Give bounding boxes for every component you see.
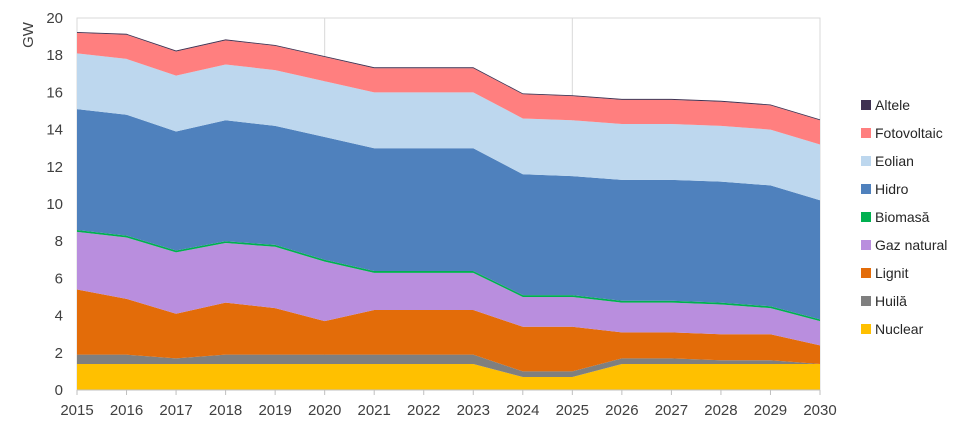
y-tick-label: 20 xyxy=(46,10,63,27)
x-tick-label: 2024 xyxy=(506,402,539,419)
y-tick-label: 8 xyxy=(55,233,63,250)
x-tick-label: 2020 xyxy=(308,402,341,419)
legend-label: Eolian xyxy=(875,153,914,169)
y-tick-label: 16 xyxy=(46,84,63,101)
y-tick-label: 10 xyxy=(46,196,63,213)
legend-label: Fotovoltaic xyxy=(875,125,943,141)
x-tick-label: 2029 xyxy=(754,402,787,419)
legend-item: Biomasă xyxy=(861,209,930,225)
legend-item: Eolian xyxy=(861,153,914,169)
x-tick-label: 2027 xyxy=(655,402,688,419)
x-tick-label: 2025 xyxy=(556,402,589,419)
legend-swatch xyxy=(861,240,871,250)
legend-item: Hidro xyxy=(861,181,909,197)
legend-item: Fotovoltaic xyxy=(861,125,943,141)
area-lignit xyxy=(77,289,820,372)
legend-item: Nuclear xyxy=(861,321,924,337)
legend-swatch xyxy=(861,156,871,166)
legend-label: Biomasă xyxy=(875,209,930,225)
area-eolian xyxy=(77,53,820,201)
y-tick-label: 0 xyxy=(55,382,63,399)
legend-swatch xyxy=(861,324,871,334)
legend-label: Gaz natural xyxy=(875,237,947,253)
legend-item: Huilă xyxy=(861,293,907,309)
legend-swatch xyxy=(861,212,871,222)
y-tick-label: 14 xyxy=(46,122,63,139)
area-hidro xyxy=(77,109,820,320)
legend-label: Lignit xyxy=(875,265,909,281)
area-gaz-natural xyxy=(77,231,820,346)
legend-label: Hidro xyxy=(875,181,909,197)
legend-item: Gaz natural xyxy=(861,237,947,253)
x-tick-label: 2022 xyxy=(407,402,440,419)
legend-label: Huilă xyxy=(875,293,907,309)
x-tick-label: 2026 xyxy=(605,402,638,419)
legend-swatch xyxy=(861,296,871,306)
y-tick-label: 4 xyxy=(55,308,63,325)
legend-label: Nuclear xyxy=(875,321,924,337)
x-tick-label: 2021 xyxy=(358,402,391,419)
legend-swatch xyxy=(861,100,871,110)
legend-item: Lignit xyxy=(861,265,909,281)
axes: 0 2 4 6 8 10 12 14 16 18 20 2015 2016 2017 2018 2019 202… xyxy=(46,10,836,419)
legend-item: Altele xyxy=(861,97,910,113)
legend-swatch xyxy=(861,128,871,138)
y-tick-label: 12 xyxy=(46,159,63,176)
y-tick-label: 18 xyxy=(46,47,63,64)
legend-label: Altele xyxy=(875,97,910,113)
area-nuclear xyxy=(77,363,820,390)
area-huilă xyxy=(77,354,820,377)
x-tick-label: 2028 xyxy=(704,402,737,419)
y-tick-label: 2 xyxy=(55,345,63,362)
y-tick-label: 6 xyxy=(55,270,63,287)
area-series-group xyxy=(77,31,820,390)
y-axis-title: GW xyxy=(20,21,37,48)
legend: Altele Fotovoltaic Eolian Hidro Biomasă Gaz n… xyxy=(861,97,947,337)
x-tick-label: 2030 xyxy=(803,402,836,419)
legend-swatch xyxy=(861,184,871,194)
x-tick-label: 2016 xyxy=(110,402,143,419)
legend-swatch xyxy=(861,268,871,278)
x-tick-label: 2018 xyxy=(209,402,242,419)
x-tick-label: 2017 xyxy=(159,402,192,419)
x-tick-label: 2023 xyxy=(457,402,490,419)
x-tick-label: 2015 xyxy=(60,402,93,419)
area-fotovoltaic xyxy=(77,32,820,145)
x-tick-label: 2019 xyxy=(258,402,291,419)
